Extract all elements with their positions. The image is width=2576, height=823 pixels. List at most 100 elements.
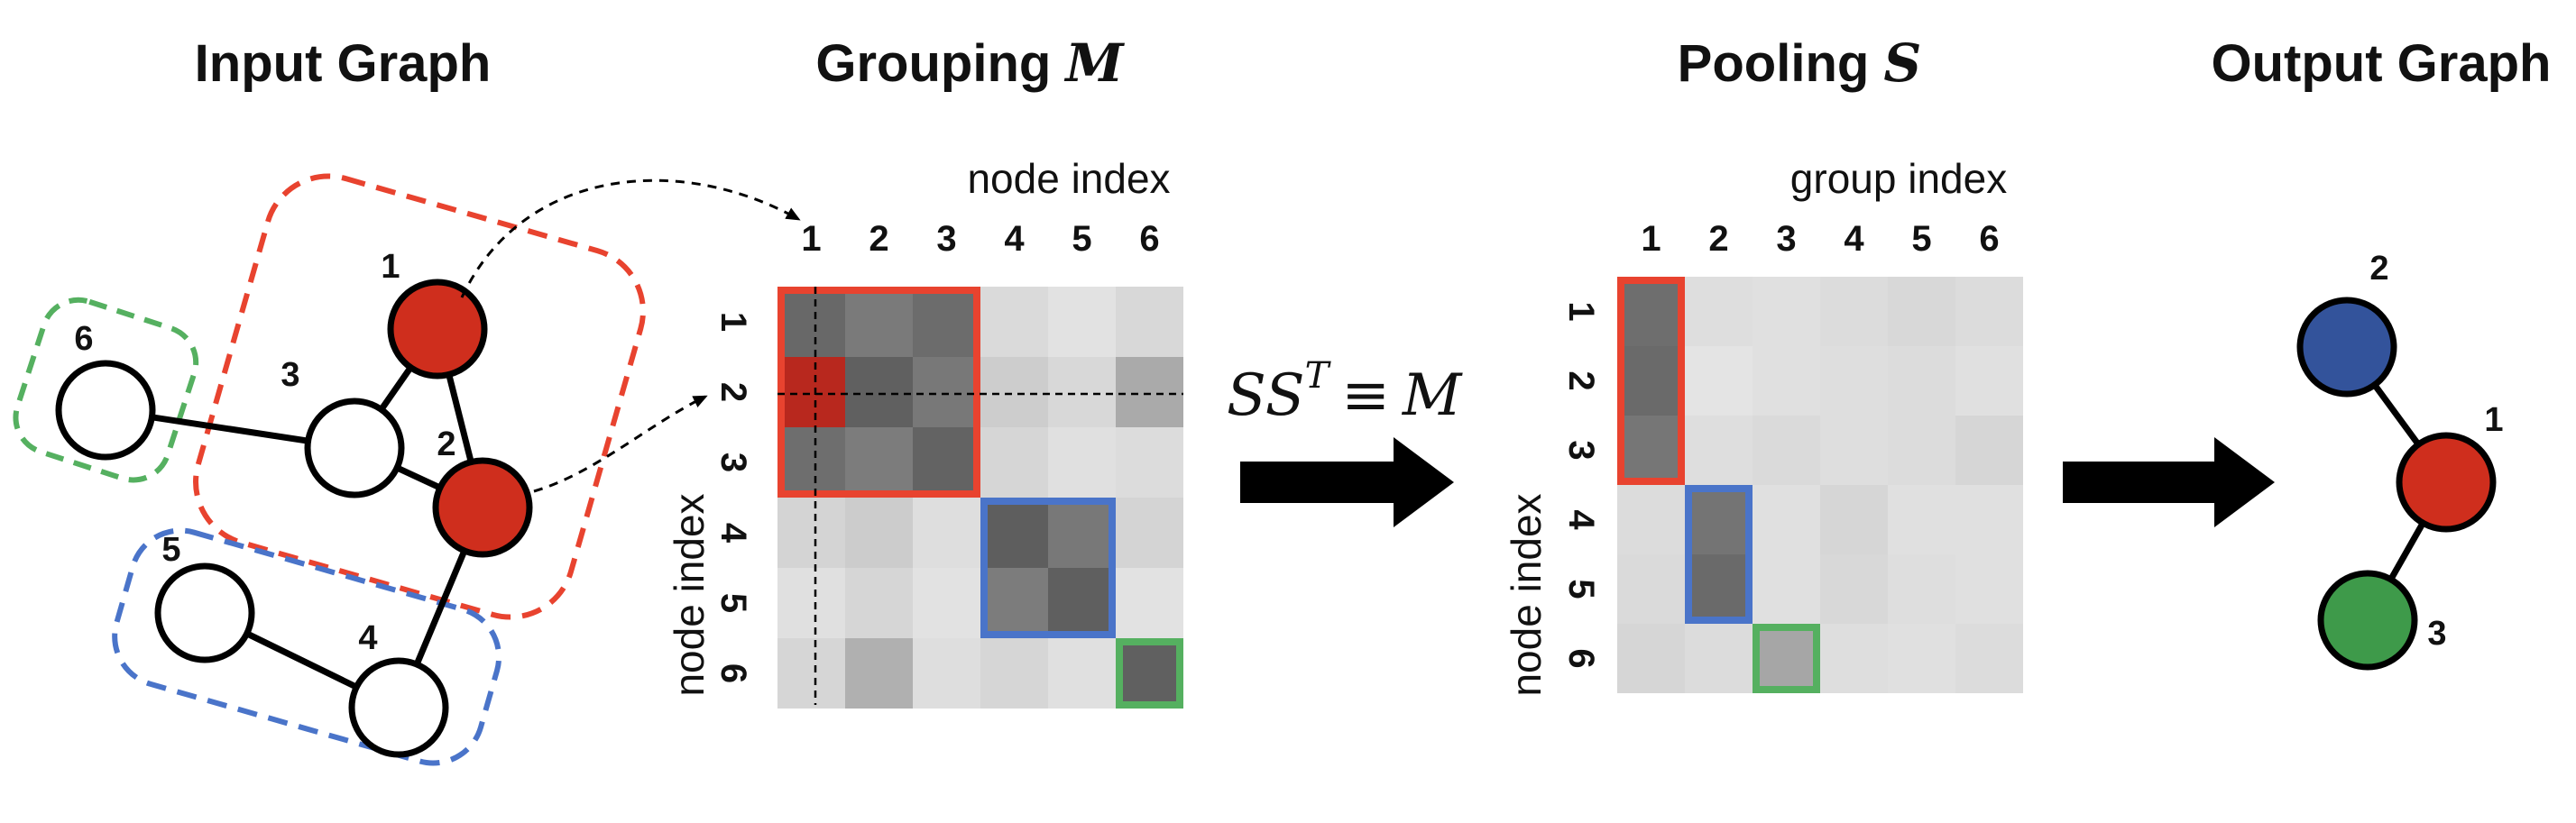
m-cell-r6-c2: [845, 638, 913, 709]
m-group-box-3: [1116, 638, 1183, 709]
s-cell-r3-c1: [1617, 416, 1685, 485]
s-cell-r5-c5: [1888, 554, 1955, 624]
s-cell-r5-c4: [1820, 554, 1888, 624]
m-row-label-5: 5: [713, 593, 753, 613]
m-col-label-2: 2: [869, 219, 888, 259]
s-group-box-2: [1685, 485, 1753, 624]
s-row-label-6: 6: [1561, 648, 1601, 668]
pooling-row-labels: 1 2 3 4 5 6: [1561, 301, 1601, 668]
s-cell-r1-c3: [1753, 277, 1820, 346]
group-outline-green: [13, 297, 199, 483]
s-row-label-4: 4: [1561, 509, 1601, 530]
m-cell-r5-c4: [980, 568, 1048, 638]
grouping-column-labels: 1 2 3 4 5 6: [801, 219, 1159, 259]
m-row-label-6: 6: [713, 663, 753, 683]
m-row-label-4: 4: [713, 523, 753, 544]
m-cell-r2-c4: [980, 357, 1048, 427]
group-outline-blue: [112, 527, 502, 766]
m-cell-r2-c2: [845, 357, 913, 427]
s-cell-r3-c2: [1685, 416, 1753, 485]
s-cell-r6-c1: [1617, 624, 1685, 693]
grouping-title-text: Grouping: [815, 34, 1065, 93]
s-cell-r1-c5: [1888, 277, 1955, 346]
m-cell-r4-c2: [845, 498, 913, 568]
s-cell-r5-c3: [1753, 554, 1820, 624]
m-cell-r2-c5: [1048, 357, 1116, 427]
m-cell-r6-c1: [777, 638, 845, 709]
pooling-title-text: Pooling: [1678, 34, 1884, 93]
m-col-label-4: 4: [1004, 219, 1025, 259]
s-cell-r3-c6: [1955, 416, 2023, 485]
pointer-arrow-node-1: [460, 178, 801, 298]
s-cell-r2-c3: [1753, 346, 1820, 416]
pooling-title-symbol: S: [1883, 32, 1921, 94]
pointer-arrow-node-2: [533, 395, 708, 493]
equation-base: SS: [1227, 362, 1305, 429]
s-cell-r3-c3: [1753, 416, 1820, 485]
s-row-label-2: 2: [1561, 370, 1601, 390]
pooling-arrow: [2063, 437, 2275, 527]
m-cell-r3-c5: [1048, 427, 1116, 498]
equation-operator: ≡: [1341, 362, 1390, 429]
grouping-title-symbol: M: [1063, 32, 1125, 94]
output-node-3: [2317, 570, 2418, 671]
m-cell-r5-c3: [913, 568, 980, 638]
equation: SST ≡ M: [1227, 355, 1463, 429]
s-cell-r4-c4: [1820, 485, 1888, 554]
grouping-matrix-group-boxes: [777, 287, 1183, 709]
m-col-label-5: 5: [1072, 219, 1091, 259]
m-cell-r1-c6: [1116, 287, 1183, 357]
m-cell-r2-c6: [1116, 357, 1183, 427]
m-cell-r4-c1: [777, 498, 845, 568]
input-node-label-5: 5: [161, 531, 180, 569]
s-cell-r2-c6: [1955, 346, 2023, 416]
pooling-matrix: 1 2 3 4 5 6 1 2 3 4 5 6 group index node index: [1503, 155, 2023, 697]
m-cell-r6-c6: [1116, 638, 1183, 709]
s-cell-r2-c1: [1617, 346, 1685, 416]
m-cell-r5-c1: [777, 568, 845, 638]
input-node-label-3: 3: [281, 356, 299, 394]
m-cell-r3-c2: [845, 427, 913, 498]
m-cell-r4-c4: [980, 498, 1048, 568]
m-cell-r4-c6: [1116, 498, 1183, 568]
equation-rhs: M: [1402, 362, 1463, 429]
equation-block: SST ≡ M: [1227, 355, 1463, 527]
m-cell-r5-c6: [1116, 568, 1183, 638]
m-cell-r4-c5: [1048, 498, 1116, 568]
s-col-label-1: 1: [1641, 219, 1661, 259]
input-node-label-1: 1: [381, 248, 400, 286]
m-col-label-6: 6: [1139, 219, 1159, 259]
m-cell-r6-c4: [980, 638, 1048, 709]
input-graph: 1 2 3 4 5 6: [13, 173, 801, 766]
s-group-box-3: [1753, 624, 1820, 693]
m-cell-r3-c4: [980, 427, 1048, 498]
pooling-x-axis-title: group index: [1790, 155, 2007, 202]
s-cell-r6-c6: [1955, 624, 2023, 693]
s-col-label-2: 2: [1708, 219, 1728, 259]
grouping-matrix: 1 2 3 4 5 6 1 2 3 4 5 6 node index node index: [666, 155, 1183, 709]
s-cell-r6-c4: [1820, 624, 1888, 693]
input-node-1: [387, 279, 488, 379]
pooling-title: Pooling S: [1678, 32, 1922, 94]
transform-arrow: [1240, 437, 1454, 527]
s-row-label-3: 3: [1561, 440, 1601, 460]
grouping-y-axis-title: node index: [666, 493, 713, 696]
input-node-label-4: 4: [358, 619, 377, 657]
s-cell-r2-c4: [1820, 346, 1888, 416]
s-col-label-3: 3: [1776, 219, 1796, 259]
s-cell-r6-c2: [1685, 624, 1753, 693]
s-cell-r1-c2: [1685, 277, 1753, 346]
grouping-row-labels: 1 2 3 4 5 6: [713, 312, 753, 683]
m-cell-r1-c1: [777, 287, 845, 357]
s-cell-r4-c3: [1753, 485, 1820, 554]
s-row-label-5: 5: [1561, 579, 1601, 599]
input-node-6: [55, 360, 156, 461]
m-cell-r5-c2: [845, 568, 913, 638]
m-row-label-2: 2: [713, 382, 753, 402]
s-col-label-5: 5: [1911, 219, 1931, 259]
m-col-label-3: 3: [936, 219, 956, 259]
m-cell-r2-c3: [913, 357, 980, 427]
s-cell-r3-c5: [1888, 416, 1955, 485]
output-graph-title: Output Graph: [2212, 34, 2552, 93]
